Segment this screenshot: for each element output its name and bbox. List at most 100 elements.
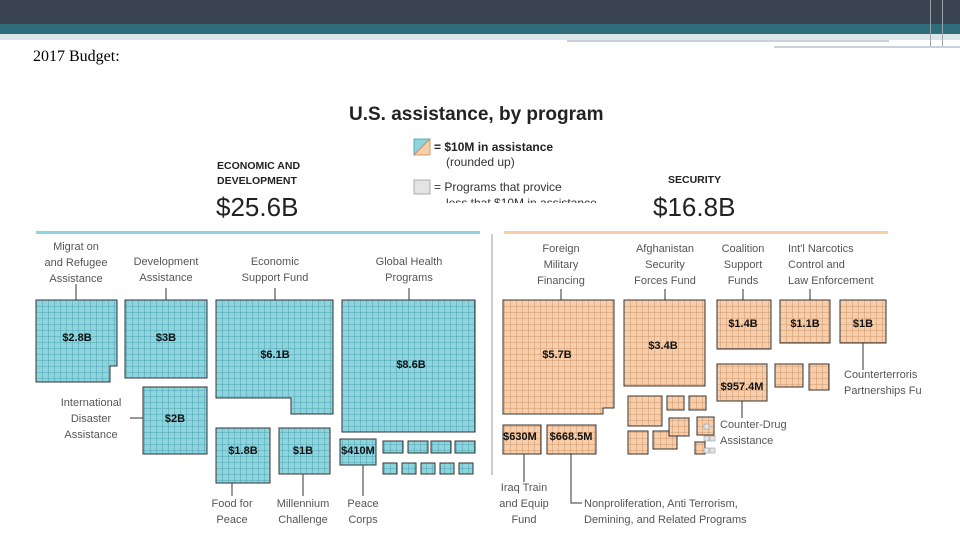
under-10m-block (703, 447, 710, 454)
program-label-economic-support-fund: Economic Support Fund (242, 256, 309, 284)
small-security-block (688, 395, 707, 411)
program-label-line: Fund (511, 514, 536, 526)
program-label-line: Int'l Narcotics (788, 243, 854, 255)
small-economic-block (454, 440, 476, 454)
program-label-line: Financing (537, 275, 585, 287)
program-label-line: Funds (728, 275, 759, 287)
leader-line-nonproliferation-anti-terrorism-demining-and-related-programs (570, 454, 582, 504)
program-label-line: Counterterroris (844, 369, 918, 381)
program-label-line: Assistance (139, 272, 192, 284)
program-label-coalition-support-funds: Coalition Support Funds (722, 243, 765, 287)
small-security-block (774, 363, 804, 388)
value-label-counterterroris-partnerships-fu: $1B (853, 318, 873, 330)
section-security-total: $16.8B (653, 192, 735, 222)
block-foreign-military-financing (502, 299, 615, 415)
block-development-assistance (124, 299, 208, 379)
program-label-counterterroris-partnerships-fu: Counterterroris Partnerships Fu (844, 369, 922, 397)
block-counterterroris-partnerships-fu (839, 299, 887, 344)
program-label-line: Demining, and Related Programs (584, 514, 747, 526)
program-label-line: Afghanistan (636, 243, 694, 255)
program-label-line: Assistance (49, 273, 102, 285)
small-economic-block (382, 462, 398, 475)
security-section-rule (504, 231, 888, 234)
value-label-foreign-military-financing: $5.7B (542, 349, 571, 361)
program-label-iraq-train-and-equip-fund: Iraq Train and Equip Fund (499, 482, 549, 526)
program-label-nonproliferation-anti-terrorism-demining-and-related-programs: Nonproliferation, Anti Terrorism, Deminin… (584, 498, 747, 526)
program-label-line: Peace (216, 514, 247, 526)
program-label-line: Foreign (542, 243, 579, 255)
program-label-afghanistan-security-forces-fund: Afghanistan Security Forces Fund (634, 243, 696, 287)
section-economic-total: $25.6B (216, 192, 298, 222)
program-label-food-for-peace: Food for Peace (212, 498, 253, 526)
small-security-block (627, 430, 649, 455)
small-security-block (694, 441, 706, 455)
value-label-international-disaster-assistance: $2B (165, 413, 185, 425)
program-label-line: Migrat on (53, 241, 99, 253)
block-food-for-peace (215, 427, 271, 484)
program-label-line: and Refugee (45, 257, 108, 269)
slide-title: 2017 Budget: (33, 48, 120, 65)
block-afghanistan-security-forces-fund (623, 299, 706, 387)
value-label-millennium-challenge: $1B (293, 445, 313, 457)
under-10m-block (709, 447, 716, 454)
legend-item-1-sublabel: (rounded up) (446, 155, 515, 169)
program-label-line: Military (544, 259, 579, 271)
program-label-line: Iraq Train (501, 482, 547, 494)
slide-top-light-band (0, 34, 960, 40)
small-economic-block (420, 462, 436, 475)
program-label-int-l-narcotics-control-and-law-enforcement: Int'l Narcotics Control and Law Enforcemen… (788, 243, 874, 287)
program-label-line: Forces Fund (634, 275, 696, 287)
block-migrat-on-and-refugee-assistance (35, 299, 118, 383)
program-label-line: Support Fund (242, 272, 309, 284)
value-label-peace-corps: $410M (341, 445, 375, 457)
program-label-line: Partnerships Fu (844, 385, 922, 397)
block-economic-support-fund (215, 299, 334, 415)
program-label-line: Programs (385, 272, 433, 284)
value-label-development-assistance: $3B (156, 332, 176, 344)
value-label-nonproliferation-anti-terrorism-demining-and-related-programs: $668.5M (550, 431, 593, 443)
program-label-line: Nonproliferation, Anti Terrorism, (584, 498, 738, 510)
value-label-migrat-on-and-refugee-assistance: $2.8B (62, 332, 91, 344)
block-int-l-narcotics-control-and-law-enforcement (779, 299, 831, 344)
program-label-line: Disaster (71, 413, 112, 425)
program-label-line: Assistance (720, 435, 773, 447)
small-economic-block (458, 462, 474, 475)
slide-top-bar (0, 0, 960, 24)
program-label-international-disaster-assistance: International Disaster Assistance (61, 397, 122, 441)
block-millennium-challenge (278, 427, 331, 475)
program-label-line: Control and (788, 259, 845, 271)
block-nonproliferation-anti-terrorism-demining-and-related-programs (546, 424, 597, 455)
small-economic-block (382, 440, 404, 454)
program-label-line: and Equip (499, 498, 549, 510)
program-label-foreign-military-financing: Foreign Military Financing (537, 243, 585, 287)
small-security-block (808, 363, 830, 391)
legend-item-2-label: = Programs that provice (434, 180, 562, 194)
small-security-block (668, 417, 690, 437)
program-label-line: Economic (251, 256, 300, 268)
under-10m-block (703, 423, 710, 430)
program-label-line: Coalition (722, 243, 765, 255)
program-label-line: Law Enforcement (788, 275, 874, 287)
program-label-global-health-programs: Global Health Programs (376, 256, 443, 284)
under-10m-block (709, 435, 716, 442)
value-label-global-health-programs: $8.6B (396, 359, 425, 371)
value-label-afghanistan-security-forces-fund: $3.4B (648, 340, 677, 352)
program-label-peace-corps: Peace Corps (347, 498, 378, 526)
section-security-heading: SECURITY (668, 174, 721, 186)
legend-item-1-label: = $10M in assistance (434, 140, 553, 154)
program-label-line: Support (724, 259, 763, 271)
program-label-line: Peace (347, 498, 378, 510)
legend-crop-mask (440, 203, 620, 211)
section-economic-heading: ECONOMIC AND (217, 160, 300, 172)
program-label-line: Counter-Drug (720, 419, 787, 431)
value-label-iraq-train-and-equip-fund: $630M (503, 431, 537, 443)
program-label-line: Global Health (376, 256, 443, 268)
small-security-block (627, 395, 663, 427)
slide-corner-line (930, 0, 931, 48)
program-blocks (35, 299, 887, 484)
program-label-line: Security (645, 259, 685, 271)
block-counter-drug-assistance (716, 363, 768, 402)
program-label-line: Challenge (278, 514, 328, 526)
slide-top-stripe (0, 24, 960, 34)
